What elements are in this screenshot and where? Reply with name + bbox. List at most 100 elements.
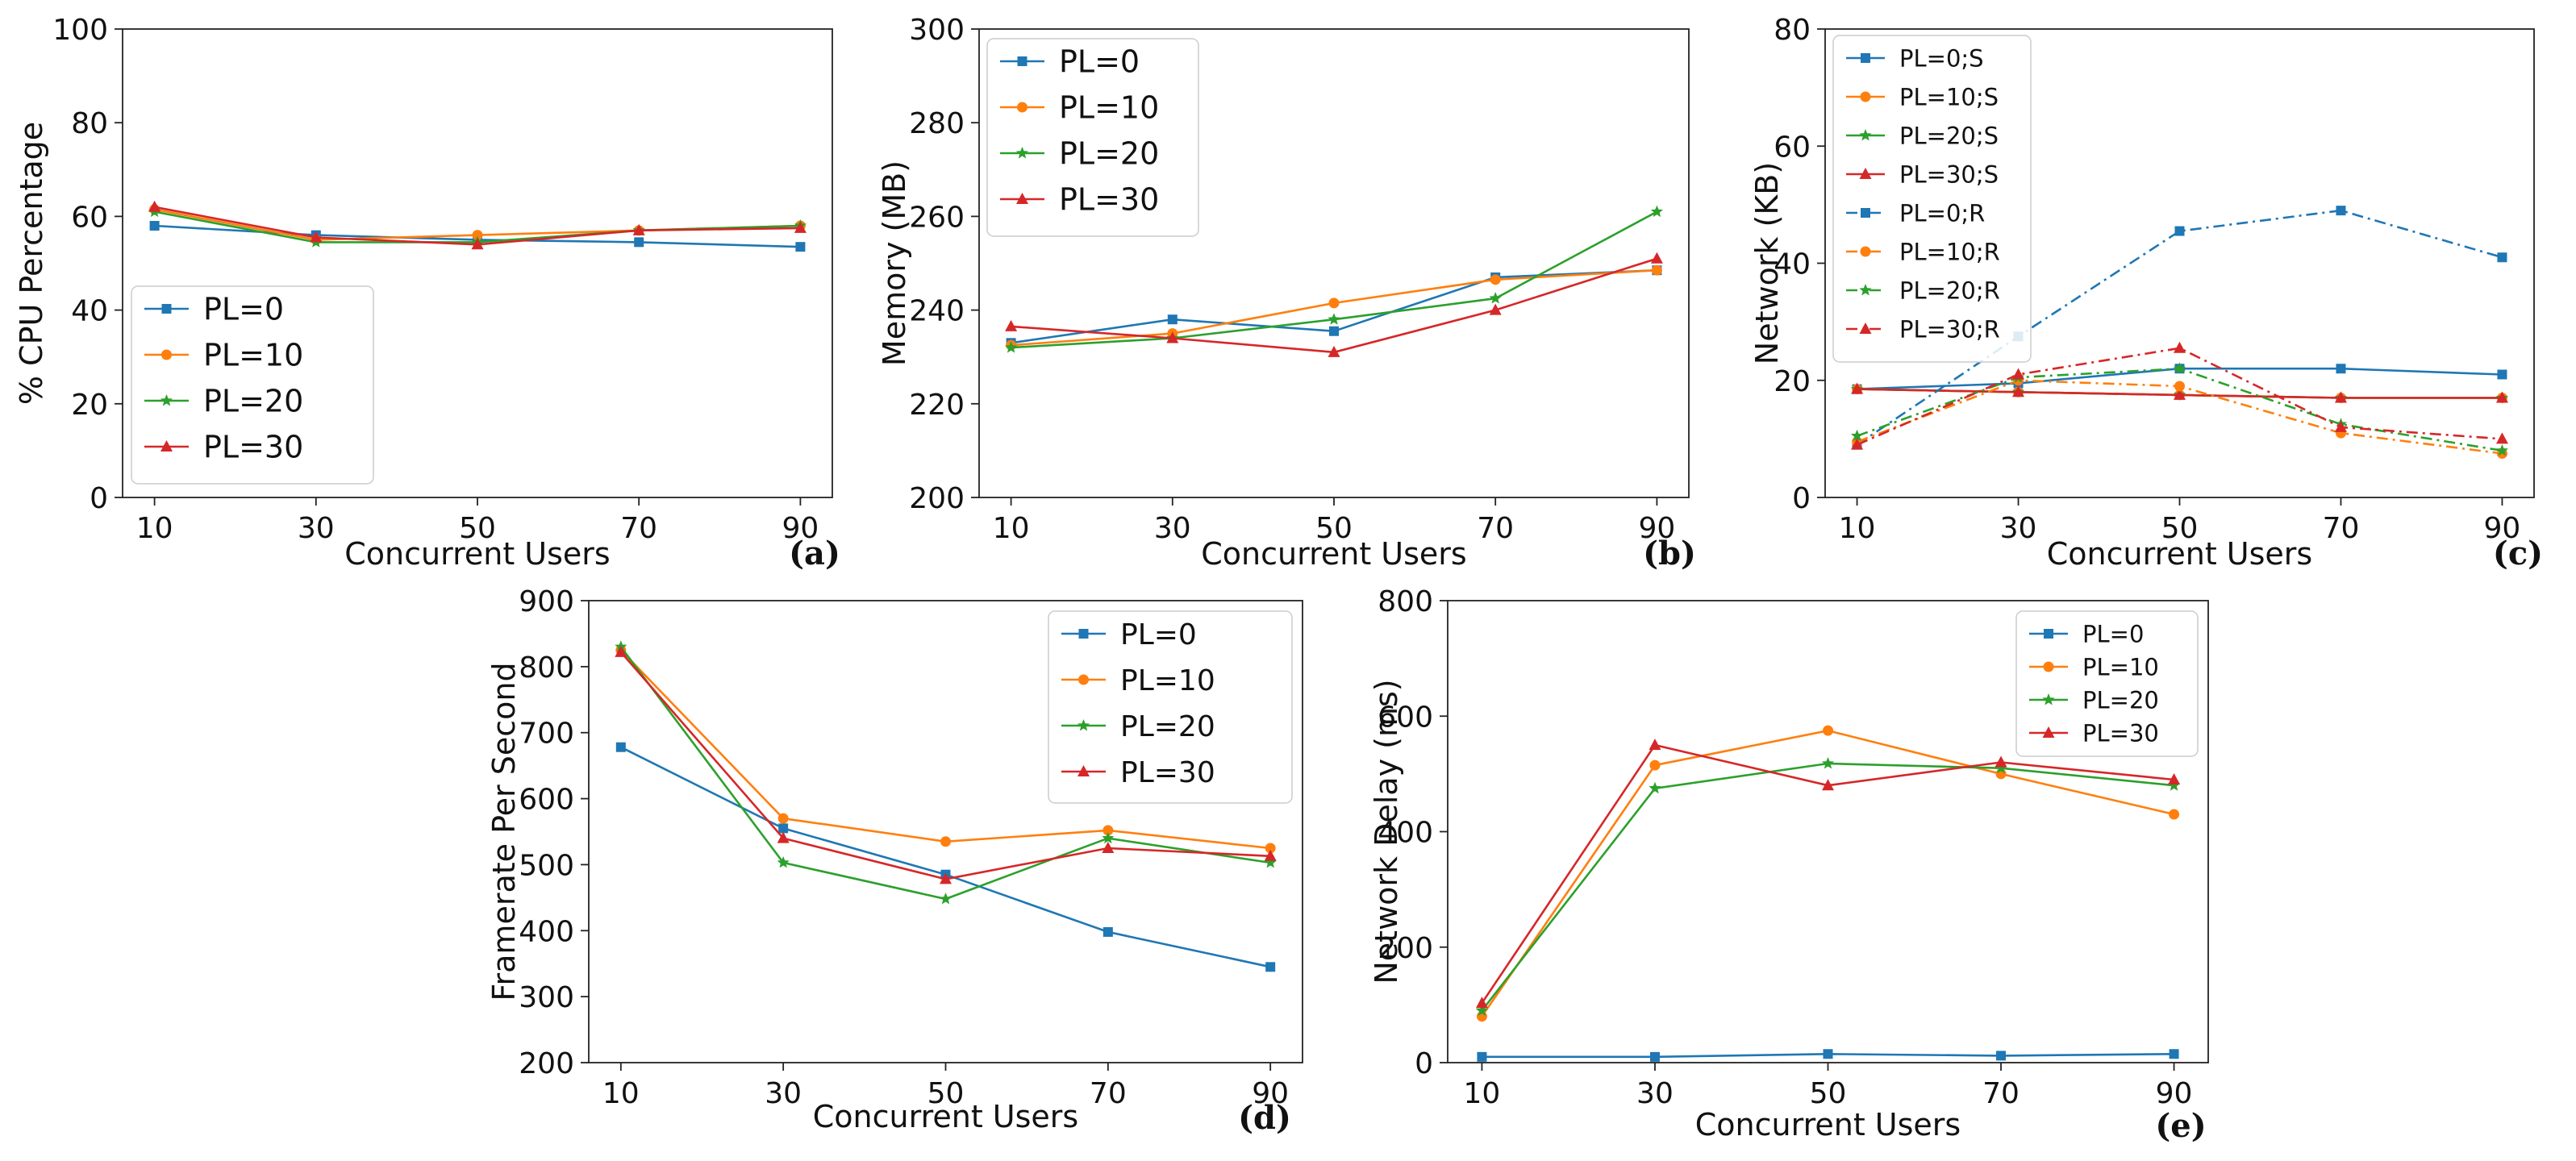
data-point (1329, 326, 1339, 336)
data-point (1167, 314, 1178, 325)
y-axis-label: Network (KB) (1749, 162, 1785, 364)
data-point (1823, 1049, 1833, 1059)
y-tick-label: 0 (90, 482, 108, 515)
legend-marker (1017, 56, 1027, 66)
data-point (1102, 841, 1115, 853)
data-point (2168, 773, 2181, 785)
y-tick-label: 280 (909, 107, 965, 140)
series-pl-30-s (1851, 382, 2508, 403)
data-point (1166, 331, 1179, 343)
legend-label: PL=10;S (1899, 83, 1999, 110)
data-point (1489, 292, 1502, 304)
y-tick-label: 500 (519, 849, 574, 882)
data-point (1822, 779, 1834, 791)
data-point (1264, 849, 1277, 861)
data-point (1649, 1051, 1660, 1062)
chart-b: 200 220 240 260 280 300 10 30 50 70 90 Concurrent U… (877, 14, 1696, 572)
data-point (1005, 319, 1018, 331)
legend-label: PL=0;S (1899, 44, 1984, 72)
data-point (795, 242, 806, 252)
data-point (2334, 420, 2347, 432)
data-point (2169, 809, 2180, 820)
legend-label: PL=20 (203, 384, 303, 419)
data-point (2168, 779, 2181, 791)
data-point (2495, 443, 2509, 456)
y-axis-label: Framerate Per Second (486, 662, 522, 1001)
legend-marker (1861, 53, 1870, 63)
legend-marker (1860, 91, 1871, 102)
y-tick-label: 200 (519, 1047, 574, 1080)
data-point (471, 238, 484, 250)
series-pl-20 (615, 640, 1277, 905)
legend: PL=0 PL=10 PL=20 PL=30 (131, 285, 374, 485)
legend-marker (1861, 208, 1870, 218)
data-point (1651, 264, 1662, 276)
y-tick-label: 800 (1378, 585, 1433, 618)
data-point (1650, 205, 1663, 218)
series-pl-10 (1006, 264, 1662, 351)
x-tick-label: 90 (2484, 512, 2521, 545)
chart-c: 0 20 40 60 80 10 30 50 70 90 Concurrent Users Netwo… (1749, 14, 2543, 572)
legend-marker (1859, 322, 1872, 334)
data-point (2497, 252, 2507, 263)
legend-marker (1016, 193, 1028, 204)
series-pl-0 (1477, 1049, 2179, 1062)
panel-label: (b) (1643, 535, 1696, 572)
series-pl-30 (615, 645, 1277, 884)
legend-label: PL=10;R (1899, 238, 2000, 265)
data-point (940, 836, 951, 847)
x-tick-label: 30 (2000, 512, 2037, 545)
legend-label: PL=10 (2082, 653, 2159, 680)
legend-marker (1078, 674, 1089, 685)
data-point (1649, 739, 1661, 751)
data-point (2495, 391, 2508, 403)
data-point (940, 872, 952, 884)
data-point (1475, 1004, 1488, 1016)
legend-marker (1017, 102, 1027, 113)
y-tick-label: 20 (1774, 365, 1811, 398)
series-line (1857, 367, 2503, 452)
x-tick-label: 50 (459, 512, 496, 545)
legend-label: PL=20 (1120, 710, 1215, 743)
data-point (2173, 362, 2186, 374)
series-line (1481, 762, 2174, 1012)
series-pl-30 (1475, 739, 2181, 1009)
data-point (615, 742, 626, 752)
data-point (1475, 997, 1488, 1009)
data-point (1265, 962, 1276, 972)
x-tick-label: 30 (1636, 1077, 1674, 1110)
x-tick-label: 50 (1810, 1077, 1847, 1110)
data-point (1851, 438, 1864, 450)
legend-marker (1860, 246, 1871, 257)
x-tick-label: 90 (1252, 1077, 1289, 1110)
data-point (2169, 1049, 2179, 1059)
x-tick-label: 50 (2161, 512, 2199, 545)
y-tick-label: 80 (1774, 14, 1811, 47)
x-axis-label: Concurrent Users (1201, 536, 1466, 572)
data-point (1489, 303, 1502, 315)
y-tick-label: 260 (909, 201, 965, 234)
series-pl-30-r (1851, 341, 2508, 450)
y-tick-label: 0 (1792, 482, 1811, 515)
data-point (310, 231, 323, 243)
series-pl-30 (1005, 252, 1663, 357)
data-point (2334, 391, 2347, 403)
legend-label: PL=0;R (1899, 199, 1985, 227)
panel-label: (c) (2493, 535, 2543, 572)
y-tick-label: 200 (909, 482, 965, 515)
y-tick-label: 300 (909, 14, 965, 47)
data-point (1650, 252, 1663, 264)
legend-label: PL=10 (1120, 664, 1215, 697)
data-point (2012, 385, 2025, 397)
legend-box (1832, 35, 2032, 363)
chart-d: 200 300 400 500 600 700 800 900 10 30 50 70 90 Concur… (486, 585, 1303, 1137)
data-point (615, 645, 627, 657)
panel-label: (d) (1238, 1099, 1291, 1137)
x-tick-label: 90 (2156, 1077, 2193, 1110)
data-point (1995, 755, 2007, 768)
legend-marker (161, 349, 172, 360)
data-point (1005, 341, 1018, 353)
legend-label: PL=30 (1059, 182, 1159, 218)
legend: PL=0 PL=10 PL=20 PL=30 (2015, 610, 2199, 757)
